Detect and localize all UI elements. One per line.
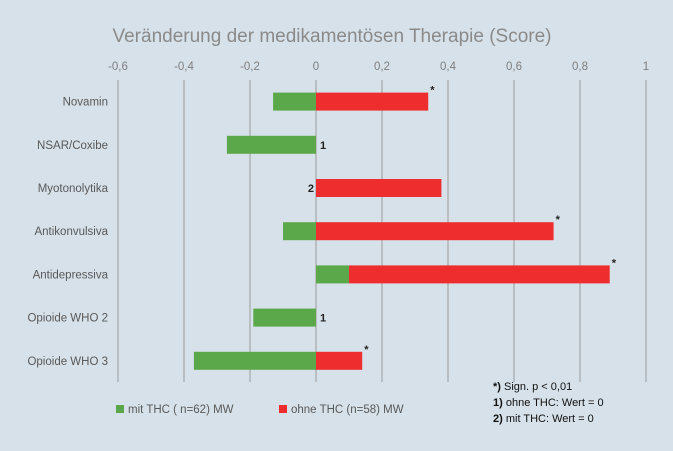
category-labels: Novamin NSAR/Coxibe Myotonolytika Antikonvu… bbox=[27, 97, 108, 368]
bar-mit-thc bbox=[316, 265, 349, 284]
bar-mit-thc bbox=[283, 222, 316, 241]
x-tick-label: -0,4 bbox=[174, 61, 194, 73]
bars bbox=[193, 92, 610, 370]
bar-annotation: * bbox=[612, 257, 617, 269]
category-label: Myotonolytika bbox=[38, 183, 109, 195]
x-tick-label: 0 bbox=[313, 61, 319, 73]
x-tick-label: 0,8 bbox=[572, 61, 588, 73]
legend-label-ohne-thc: ohne THC (n=58) MW bbox=[291, 404, 404, 416]
bar-annotation: * bbox=[364, 344, 369, 356]
x-tick-label: -0,2 bbox=[240, 61, 260, 73]
bar-ohne-thc bbox=[349, 265, 610, 284]
bar-mit-thc bbox=[273, 92, 316, 111]
chart-title: Veränderung der medikamentösen Therapie … bbox=[112, 26, 551, 47]
bar-ohne-thc bbox=[316, 351, 363, 370]
bar-ohne-thc bbox=[316, 92, 429, 111]
footnote-mit-thc: 2) mit THC: Wert = 0 bbox=[493, 413, 594, 425]
category-label: Antidepressiva bbox=[33, 269, 109, 281]
legend-swatch-ohne-thc bbox=[279, 405, 287, 413]
x-tick-label: -0,6 bbox=[108, 61, 128, 73]
bar-ohne-thc bbox=[316, 222, 554, 241]
bar-mit-thc bbox=[253, 308, 316, 327]
bar-mit-thc bbox=[226, 135, 316, 154]
bar-annotation: 2 bbox=[308, 183, 314, 195]
bar-ohne-thc bbox=[316, 179, 442, 197]
footnote-significance: *) Sign. p < 0,01 bbox=[493, 381, 572, 393]
bar-annotation: 1 bbox=[320, 313, 326, 325]
footnotes: *) Sign. p < 0,01 1) ohne THC: Wert = 0 … bbox=[493, 381, 604, 425]
legend: mit THC ( n=62) MW ohne THC (n=58) MW bbox=[116, 404, 404, 416]
bar-annotation: * bbox=[556, 214, 561, 226]
x-tick-label: 1 bbox=[643, 61, 649, 73]
x-tick-label: 0,6 bbox=[506, 61, 522, 73]
bar-annotation: 1 bbox=[320, 140, 326, 152]
legend-label-mit-thc: mit THC ( n=62) MW bbox=[128, 404, 234, 416]
bar-annotations: * 1 2 * * 1 * bbox=[308, 85, 617, 356]
legend-swatch-mit-thc bbox=[116, 405, 124, 413]
category-label: Opioide WHO 2 bbox=[27, 313, 108, 325]
category-label: Novamin bbox=[63, 97, 108, 109]
x-tick-label: 0,2 bbox=[374, 61, 390, 73]
x-tick-labels: -0,6 -0,4 -0,2 0 0,2 0,4 0,6 0,8 1 bbox=[108, 61, 649, 73]
bar-annotation: * bbox=[430, 85, 435, 97]
category-label: Opioide WHO 3 bbox=[27, 356, 108, 368]
category-label: Antikonvulsiva bbox=[34, 226, 108, 238]
footnote-ohne-thc: 1) ohne THC: Wert = 0 bbox=[493, 397, 604, 409]
bar-mit-thc bbox=[193, 351, 316, 370]
x-tick-label: 0,4 bbox=[440, 61, 457, 73]
category-label: NSAR/Coxibe bbox=[37, 140, 108, 152]
